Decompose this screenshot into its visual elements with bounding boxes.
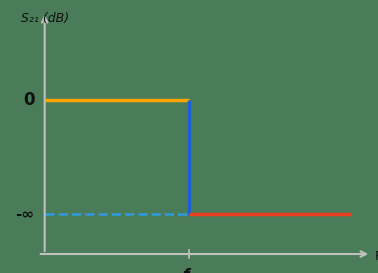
Text: Frequency: Frequency [375,250,378,263]
Text: f₀: f₀ [182,268,196,273]
Text: -∞: -∞ [15,206,34,221]
Text: S₂₁ (dB): S₂₁ (dB) [21,12,69,25]
Text: 0: 0 [23,91,34,109]
